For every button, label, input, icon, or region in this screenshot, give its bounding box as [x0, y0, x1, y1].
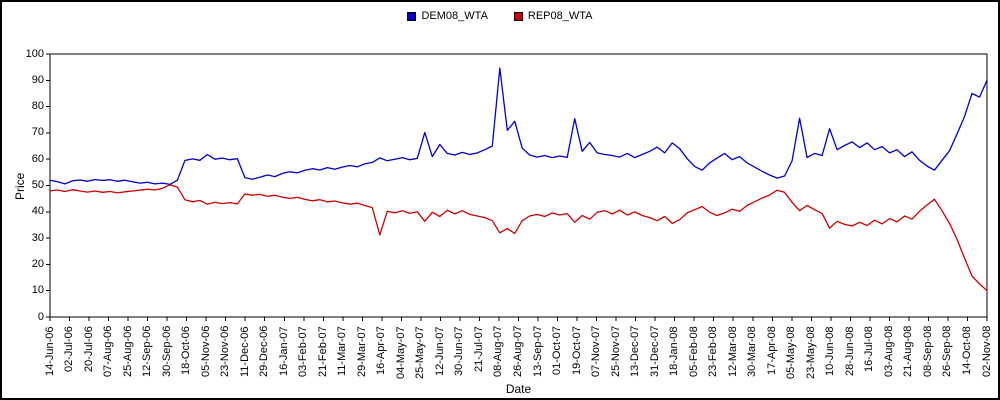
y-axis-title: Price: [13, 172, 27, 200]
chart-legend: DEM08_WTA REP08_WTA: [2, 10, 998, 22]
legend-label-rep08-wta: REP08_WTA: [527, 10, 593, 22]
plot-border: [49, 53, 988, 318]
legend-item-dem08-wta: DEM08_WTA: [407, 10, 488, 22]
legend-label-dem08-wta: DEM08_WTA: [421, 10, 488, 22]
series-line-dem08_wta: [49, 67, 988, 186]
legend-swatch-rep-icon: [513, 11, 523, 21]
x-axis-title: Date: [505, 382, 532, 396]
legend-swatch-dem-icon: [407, 11, 417, 21]
legend-item-rep08-wta: REP08_WTA: [513, 10, 593, 22]
series-line-rep08_wta: [49, 184, 988, 292]
